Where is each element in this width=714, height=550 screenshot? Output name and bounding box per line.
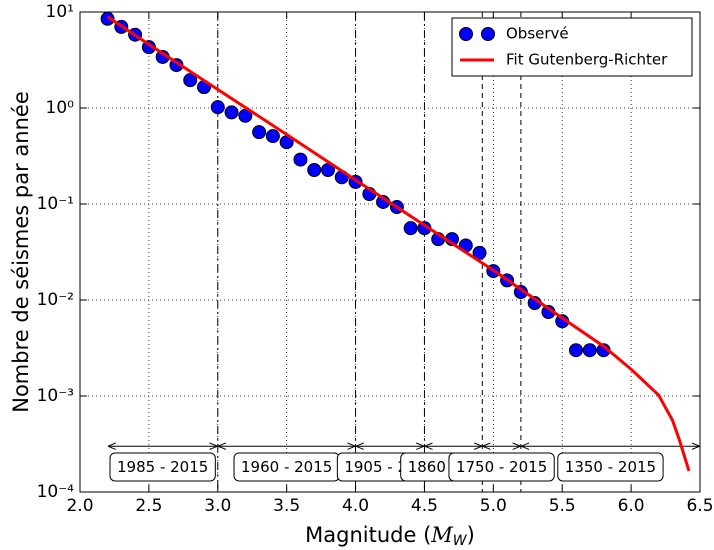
legend-label: Observé — [506, 25, 569, 43]
data-point — [569, 343, 583, 358]
x-tick-label: 6.5 — [686, 496, 713, 516]
legend-box — [451, 17, 693, 77]
x-label-close: ) — [467, 523, 475, 547]
x-tick-label: 2.0 — [66, 496, 93, 516]
data-point — [252, 125, 267, 140]
legend-marker — [459, 27, 473, 41]
period-label-text: 1750 - 2015 — [456, 458, 547, 476]
plot-area: 2.0 2.5 3.0 3.5 4.0 4.5 5.0 5.5 6.0 6.5 10⁻⁴ 10⁻³ 10… — [37, 2, 714, 516]
period-label-text: 1985 - 2015 — [117, 458, 208, 476]
x-tick-label: 3.0 — [204, 496, 231, 516]
legend-marker — [481, 27, 495, 41]
y-axis-label: Nombre de séismes par année — [9, 91, 33, 413]
period-label-box — [109, 452, 216, 482]
x-axis-label: Magnitude (MW) — [305, 523, 475, 550]
x-label-text: Magnitude ( — [305, 523, 431, 547]
data-point — [183, 73, 198, 88]
period-label: 1750 - 2015 — [448, 452, 555, 482]
data-point — [265, 129, 280, 144]
data-point — [582, 343, 597, 358]
x-tick-label: 6.0 — [618, 496, 645, 516]
x-tick-label: 4.0 — [342, 496, 369, 516]
y-tick-label: 10⁰ — [46, 98, 75, 118]
data-point — [210, 100, 225, 115]
x-tick-label: 3.5 — [273, 496, 300, 516]
period-label-text: 1960 - 2015 — [241, 458, 332, 476]
legend-label: Fit Gutenberg-Richter — [506, 51, 668, 69]
y-tick-label: 10⁻⁴ — [37, 482, 75, 502]
x-tick-label: 2.5 — [135, 496, 162, 516]
x-tick-label: 5.0 — [480, 496, 507, 516]
y-tick-label: 10⁻³ — [37, 386, 74, 406]
data-point — [224, 105, 239, 120]
data-point — [293, 152, 308, 167]
data-point — [238, 108, 253, 123]
period-label: 1350 - 2015 — [557, 452, 664, 482]
x-label-symbol: M — [430, 523, 453, 547]
x-tick-label: 5.5 — [549, 496, 576, 516]
data-point — [472, 245, 487, 260]
period-label-box — [448, 452, 555, 482]
period-label-box — [557, 452, 664, 482]
y-tick-label: 10⁻¹ — [37, 194, 74, 214]
x-tick-label: 4.5 — [411, 496, 438, 516]
data-point — [307, 163, 322, 178]
y-tick-label: 10⁻² — [37, 290, 74, 310]
period-label-text: 1350 - 2015 — [565, 458, 656, 476]
data-point — [403, 221, 418, 236]
plot-frame — [79, 11, 701, 493]
period-label: 1985 - 2015 — [109, 452, 216, 482]
fit-line — [106, 15, 691, 472]
period-label: 1960 - 2015 — [233, 452, 340, 482]
x-label-subscript: W — [453, 533, 468, 549]
y-tick-label: 10¹ — [46, 2, 74, 22]
